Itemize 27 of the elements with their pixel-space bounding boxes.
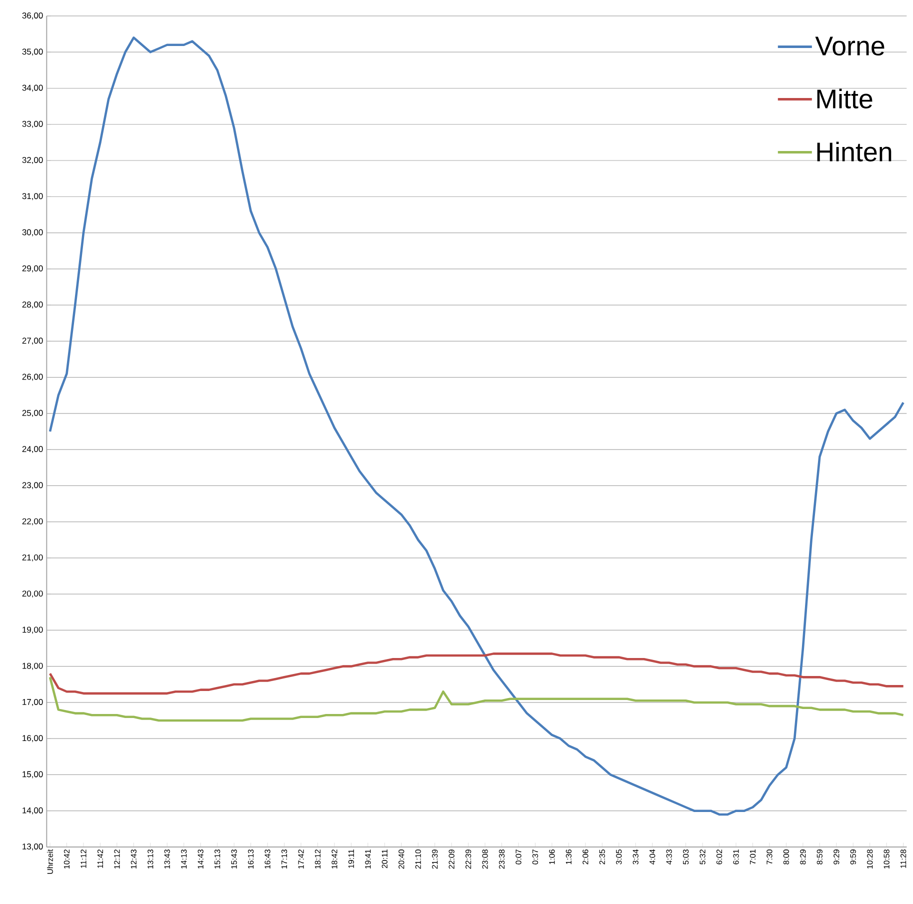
legend-label: Hinten bbox=[817, 142, 892, 162]
y-tick-label: 29,00 bbox=[22, 265, 43, 272]
y-tick-label: 32,00 bbox=[22, 157, 43, 164]
y-tick-label: 31,00 bbox=[22, 193, 43, 200]
y-tick-label: 35,00 bbox=[22, 48, 43, 56]
y-tick-label: 26,00 bbox=[22, 374, 43, 381]
y-tick-label: 18,00 bbox=[22, 662, 43, 670]
y-tick-label: 13,00 bbox=[22, 843, 43, 850]
y-tick-label: 27,00 bbox=[22, 338, 43, 345]
y-tick-label: 23,00 bbox=[22, 482, 43, 490]
y-tick-label: 30,00 bbox=[22, 229, 43, 236]
y-tick-label: 22,00 bbox=[22, 518, 43, 526]
y-tick-label: 15,00 bbox=[22, 771, 43, 778]
y-tick-label: 16,00 bbox=[22, 735, 43, 742]
y-tick-label: 24,00 bbox=[22, 446, 43, 454]
legend-label: Mitte bbox=[817, 88, 872, 109]
y-tick-label: 34,00 bbox=[22, 84, 43, 92]
y-tick-label: 19,00 bbox=[22, 626, 43, 634]
y-tick-label: 25,00 bbox=[22, 410, 43, 417]
legend-label: Vorne bbox=[815, 36, 884, 56]
y-tick-label: 20,00 bbox=[22, 590, 43, 598]
y-tick-label: 36,00 bbox=[22, 12, 43, 20]
y-tick-label: 28,00 bbox=[22, 302, 43, 309]
y-tick-label: 21,00 bbox=[22, 554, 43, 562]
y-tick-label: 17,00 bbox=[22, 698, 43, 706]
y-tick-label: 33,00 bbox=[22, 120, 43, 128]
y-tick-label: 14,00 bbox=[22, 807, 43, 814]
